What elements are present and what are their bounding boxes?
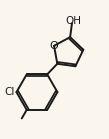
Text: Cl: Cl (4, 87, 14, 97)
Text: O: O (50, 41, 58, 51)
Text: OH: OH (65, 16, 81, 26)
